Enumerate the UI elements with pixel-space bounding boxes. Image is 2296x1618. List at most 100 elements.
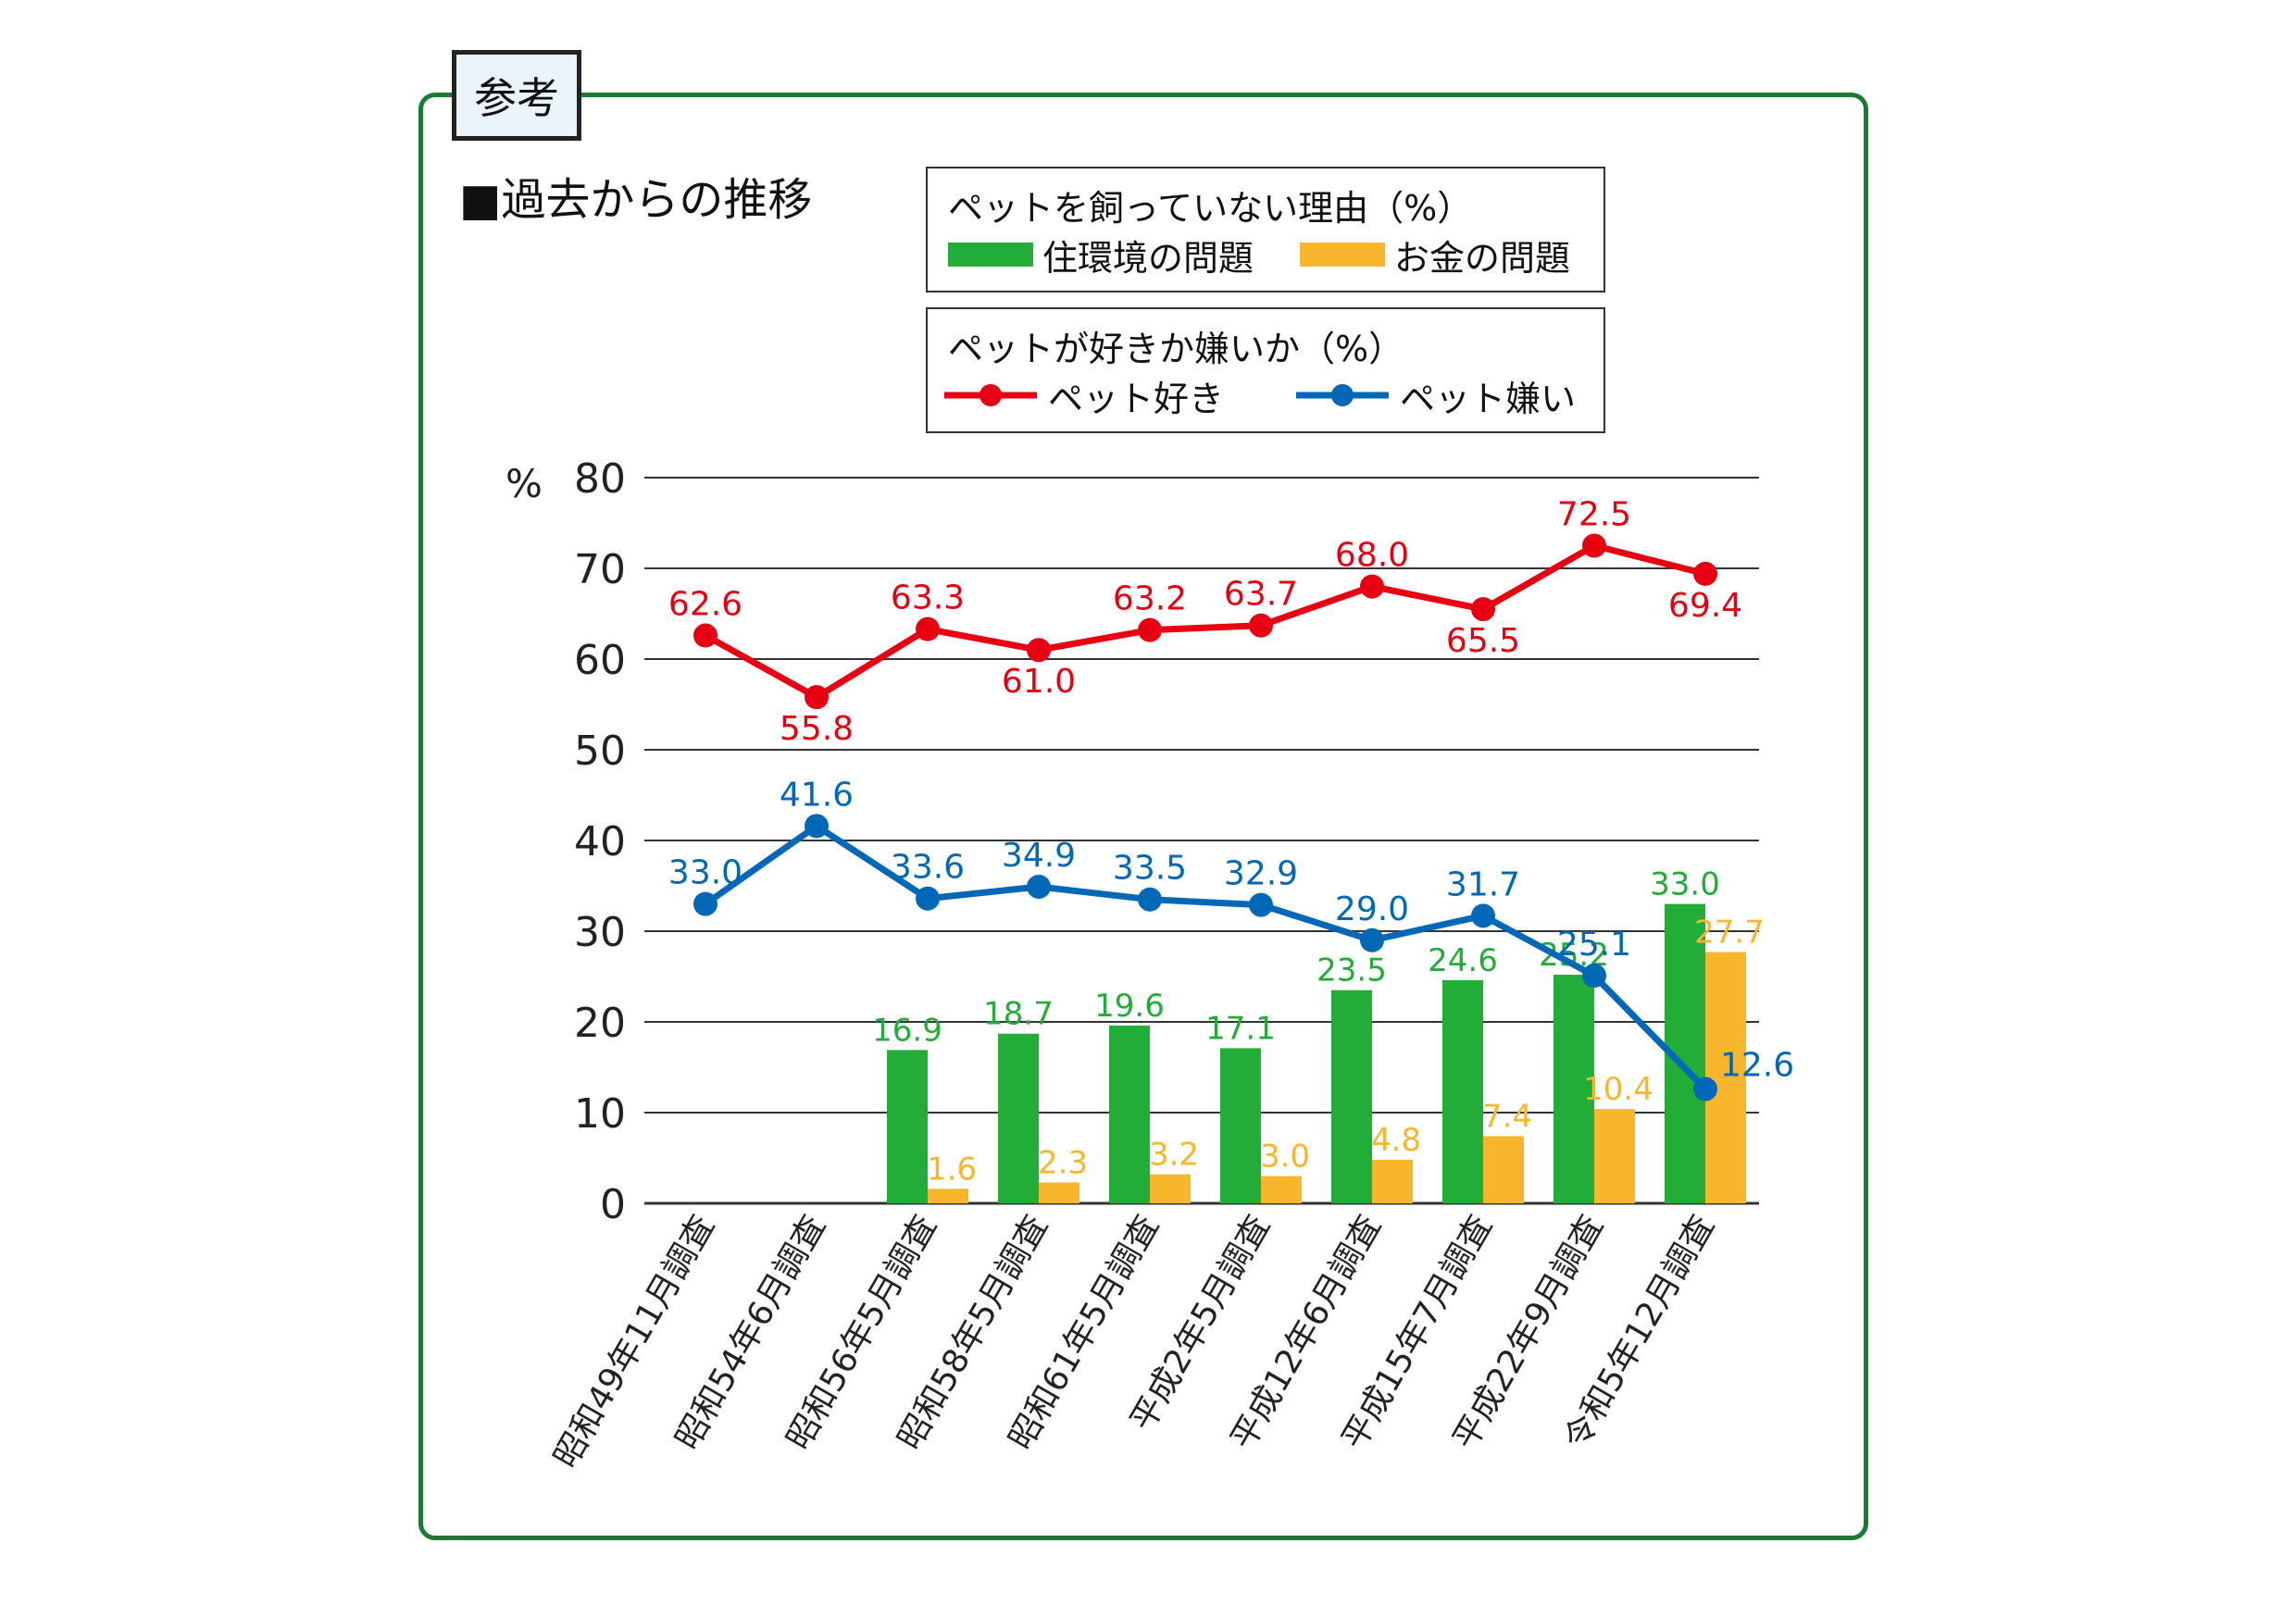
- bar-value-label: 16.9: [872, 1012, 942, 1049]
- line-value-label: 31.7: [1446, 865, 1520, 903]
- data-point: [1249, 613, 1273, 638]
- data-point: [1138, 617, 1162, 642]
- data-point: [1582, 964, 1606, 989]
- legend-marker-dislike: [1296, 384, 1389, 406]
- line-value-label: 69.4: [1668, 587, 1742, 625]
- bar: [1109, 1025, 1150, 1203]
- bar-value-label: 33.0: [1650, 866, 1720, 903]
- bar-value-label: 10.4: [1583, 1071, 1653, 1108]
- legend-label-housing: 住環境の問題: [1042, 237, 1254, 279]
- bar-value-label: 17.1: [1205, 1010, 1276, 1047]
- legend-bars-title: ペットを飼っていない理由（%）: [948, 188, 1473, 229]
- line-value-label: 33.6: [891, 849, 965, 887]
- line-value-label: 63.2: [1113, 580, 1187, 618]
- data-point: [916, 886, 940, 911]
- bar-value-label: 19.6: [1094, 988, 1165, 1025]
- bar: [1483, 1136, 1524, 1203]
- line-value-label: 65.5: [1446, 622, 1520, 660]
- data-point: [1693, 561, 1717, 586]
- bar-value-label: 18.7: [983, 996, 1054, 1033]
- data-point: [1693, 1077, 1717, 1101]
- line-value-label: 29.0: [1335, 890, 1409, 928]
- bar: [998, 1033, 1039, 1203]
- data-point: [916, 616, 940, 641]
- line-value-label: 33.5: [1113, 850, 1187, 888]
- legend-label-money: お金の問題: [1394, 237, 1571, 279]
- legend-lines-title: ペットが好きか嫌いか（%）: [948, 329, 1404, 369]
- data-point: [1249, 892, 1273, 917]
- bar-value-label: 4.8: [1371, 1122, 1421, 1159]
- bar-value-label: 23.5: [1316, 952, 1387, 989]
- line-value-label: 61.0: [1002, 663, 1076, 701]
- line-value-label: 32.9: [1224, 855, 1298, 893]
- line-value-label: 34.9: [1002, 837, 1076, 875]
- legend-bars: ペットを飼っていない理由（%） 住環境の問題 お金の問題: [926, 167, 1605, 292]
- line-value-label: 12.6: [1720, 1047, 1794, 1085]
- bar: [1261, 1176, 1302, 1203]
- legend-marker-like: [944, 384, 1037, 406]
- y-tick-label: 80: [574, 455, 626, 503]
- data-point: [1360, 574, 1384, 599]
- y-tick-label: 20: [574, 1000, 626, 1047]
- y-tick-label: 10: [574, 1090, 626, 1138]
- data-point: [805, 814, 829, 839]
- data-point: [693, 623, 718, 648]
- bar-value-label: 27.7: [1694, 915, 1765, 952]
- y-tick-label: 50: [574, 728, 626, 775]
- legend-label-like: ペット好き: [1048, 378, 1225, 419]
- line-value-label: 63.3: [891, 579, 965, 617]
- bar-value-label: 3.0: [1260, 1139, 1310, 1176]
- legend-swatch-housing: [948, 243, 1033, 267]
- y-unit-label: %: [505, 461, 543, 506]
- data-point: [1138, 887, 1162, 912]
- legend-label-dislike: ペット嫌い: [1400, 378, 1577, 419]
- legend-entry-housing: 住環境の問題: [948, 231, 1254, 279]
- y-tick-label: 0: [600, 1181, 626, 1228]
- bar-value-label: 3.2: [1149, 1137, 1199, 1174]
- data-point: [1471, 903, 1495, 928]
- y-tick-label: 40: [574, 818, 626, 865]
- bar: [1150, 1174, 1191, 1203]
- line-value-label: 68.0: [1335, 537, 1409, 575]
- data-point: [1027, 874, 1051, 899]
- line-value-label: 33.0: [668, 854, 742, 892]
- data-point: [1360, 927, 1384, 952]
- bar: [1220, 1048, 1261, 1203]
- series-line: [704, 542, 1706, 701]
- bar-value-label: 7.4: [1482, 1098, 1532, 1135]
- data-point: [693, 891, 718, 916]
- y-tick-label: 30: [574, 909, 626, 956]
- bar: [1705, 952, 1746, 1203]
- bar-value-label: 2.3: [1038, 1144, 1088, 1181]
- bar-value-label: 1.6: [927, 1151, 977, 1188]
- legend-entry-money: お金の問題: [1300, 231, 1571, 279]
- line-value-label: 55.8: [780, 710, 854, 748]
- bar: [928, 1189, 968, 1203]
- bar: [1594, 1109, 1635, 1203]
- y-tick-label: 60: [574, 637, 626, 684]
- data-point: [1471, 597, 1495, 622]
- data-point: [1027, 638, 1051, 663]
- bar: [1039, 1182, 1079, 1203]
- line-value-label: 62.6: [668, 586, 742, 624]
- bar-value-label: 24.6: [1428, 942, 1498, 979]
- y-tick-label: 70: [574, 546, 626, 593]
- line-value-label: 63.7: [1224, 576, 1298, 614]
- bar: [1442, 979, 1483, 1203]
- section-title: ■過去からの推移: [459, 174, 813, 226]
- line-value-label: 41.6: [780, 776, 854, 814]
- legend-lines: ペットが好きか嫌いか（%） ペット好き ペット嫌い: [926, 307, 1605, 433]
- bar: [887, 1050, 928, 1203]
- reference-tag: 参考: [452, 50, 581, 141]
- line-value-label: 72.5: [1557, 496, 1631, 534]
- series-line: [703, 822, 1708, 1091]
- bar: [1554, 975, 1594, 1203]
- line-value-label: 25.1: [1557, 926, 1631, 964]
- bar: [1331, 989, 1372, 1203]
- data-point: [1582, 533, 1606, 558]
- bar: [1372, 1159, 1413, 1203]
- legend-entry-dislike: ペット嫌い: [1294, 372, 1577, 419]
- legend-entry-like: ペット好き: [942, 372, 1225, 419]
- data-point: [805, 685, 829, 710]
